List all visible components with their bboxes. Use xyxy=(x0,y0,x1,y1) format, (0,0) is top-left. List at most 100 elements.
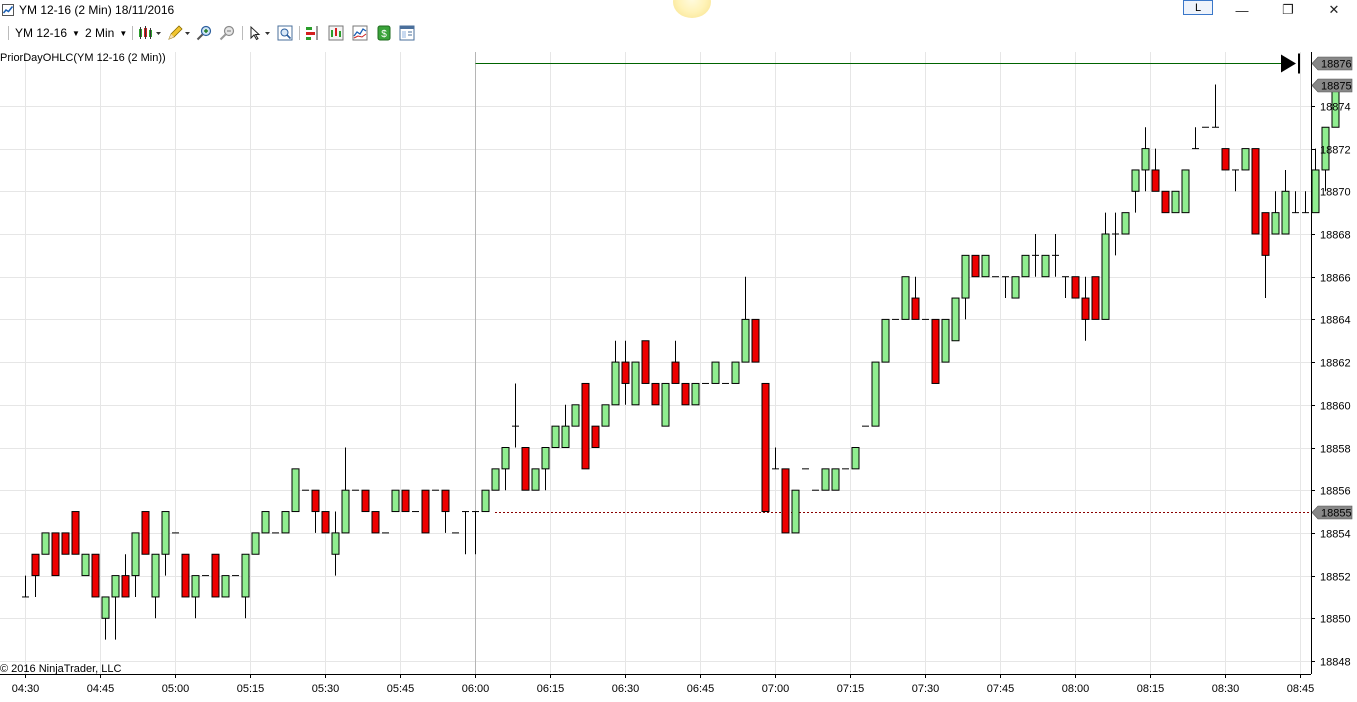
candle-body xyxy=(481,489,490,513)
interval-selector[interactable]: 2 Min ▼ xyxy=(85,25,127,41)
instrument-selector[interactable]: YM 12-16 ▼ xyxy=(15,25,80,41)
last-price-line-marker-label: 18876 xyxy=(1321,59,1352,71)
candlestick xyxy=(741,276,750,363)
candlestick xyxy=(51,532,60,577)
price-chart[interactable]: 18848 18850 18852 18854 18856 18858 18860 18862… xyxy=(0,48,1357,702)
candlestick xyxy=(1131,169,1140,213)
zoom-in-icon[interactable] xyxy=(196,25,212,41)
candlestick xyxy=(1212,84,1219,128)
candle-body xyxy=(741,318,750,363)
candle-body xyxy=(831,468,840,491)
time-tick-label: 06:15 xyxy=(537,683,565,695)
toolbar-separator xyxy=(242,26,243,40)
price-tick-label: 18850 xyxy=(1320,614,1351,626)
candlestick xyxy=(871,361,880,427)
zoom-out-icon[interactable] xyxy=(219,25,235,41)
candle-body xyxy=(1101,233,1110,320)
candlestick xyxy=(481,489,490,513)
candle-body xyxy=(1121,212,1130,235)
candlestick-series xyxy=(22,84,1340,640)
candlestick xyxy=(462,511,469,555)
candle-body xyxy=(851,447,860,470)
candlestick xyxy=(421,489,430,534)
candle-body xyxy=(241,553,250,598)
link-button[interactable]: L xyxy=(1183,0,1213,15)
candle-body xyxy=(941,318,950,363)
bar-type-icon[interactable] xyxy=(138,25,162,41)
candlestick xyxy=(521,447,530,491)
candlestick xyxy=(1281,169,1290,235)
candle-body xyxy=(1071,276,1080,299)
candlestick xyxy=(1101,212,1110,320)
pointer-icon[interactable] xyxy=(248,25,272,41)
candlestick xyxy=(1041,254,1050,278)
candlestick xyxy=(441,489,450,533)
candlestick xyxy=(1241,148,1250,171)
price-markers: 18855 18876 18875 xyxy=(1311,56,1353,520)
prior-close-marker-shape xyxy=(1311,505,1353,520)
candle-body xyxy=(911,297,920,320)
candlestick xyxy=(751,318,760,363)
candlestick xyxy=(851,447,860,470)
strategies-icon[interactable] xyxy=(305,25,321,41)
candle-body xyxy=(1171,190,1180,214)
candlestick xyxy=(371,511,380,534)
drawing-pencil-icon[interactable] xyxy=(167,25,191,41)
candlestick xyxy=(1232,169,1239,192)
properties-icon[interactable] xyxy=(399,25,415,41)
play-marker-icon[interactable] xyxy=(1281,54,1296,73)
candlestick xyxy=(621,340,630,405)
candle-body xyxy=(191,575,200,598)
price-tick-label: 18874 xyxy=(1320,102,1351,114)
candlestick xyxy=(181,553,190,598)
candle-body xyxy=(901,276,910,320)
candlestick xyxy=(1311,148,1320,214)
candle-body xyxy=(651,382,660,406)
minimize-button[interactable]: — xyxy=(1235,2,1249,18)
time-tick-label: 05:00 xyxy=(162,683,190,695)
time-tick-label: 06:45 xyxy=(687,683,715,695)
candle-body xyxy=(661,382,670,427)
candlestick xyxy=(1021,254,1030,278)
candlestick xyxy=(671,340,680,384)
time-tick-label: 05:15 xyxy=(237,683,265,695)
time-tick-label: 06:30 xyxy=(612,683,640,695)
candlestick xyxy=(1261,212,1270,299)
candle-body xyxy=(761,382,770,513)
candlestick xyxy=(1292,191,1299,214)
candle-body xyxy=(41,532,50,555)
candle-body xyxy=(1181,169,1190,214)
candlestick xyxy=(941,318,950,363)
candle-body xyxy=(1321,126,1330,171)
price-tick-label: 18868 xyxy=(1320,230,1351,242)
candlestick xyxy=(1302,191,1309,214)
data-box-icon[interactable] xyxy=(277,25,293,41)
candle-body xyxy=(611,361,620,406)
sun-decoration xyxy=(673,0,711,18)
candle-body xyxy=(1251,148,1260,235)
strategy-icon[interactable]: $ xyxy=(376,25,392,41)
candlestick xyxy=(561,404,570,448)
close-button[interactable]: ✕ xyxy=(1328,2,1340,17)
horizontal-gridlines xyxy=(0,106,1315,662)
candlestick xyxy=(31,553,40,597)
chevron-down-icon: ▼ xyxy=(119,28,128,38)
candlestick xyxy=(781,468,790,534)
candlestick xyxy=(791,489,800,534)
chart-trader-icon[interactable] xyxy=(328,25,344,41)
candle-body xyxy=(731,361,740,384)
candlestick xyxy=(1011,276,1020,299)
candlestick xyxy=(1151,148,1160,192)
candlestick xyxy=(772,447,779,470)
last-price-marker: 18875 xyxy=(1311,78,1353,93)
candle-body xyxy=(691,382,700,406)
indicators-icon[interactable] xyxy=(352,25,368,41)
candle-body xyxy=(931,318,940,384)
candlestick xyxy=(831,468,840,491)
candle-body xyxy=(61,532,70,555)
candle-body xyxy=(1081,297,1090,320)
candlestick xyxy=(1161,190,1170,214)
restore-button[interactable]: ❐ xyxy=(1282,2,1294,17)
candlestick xyxy=(961,254,970,320)
candle-body xyxy=(1241,148,1250,171)
